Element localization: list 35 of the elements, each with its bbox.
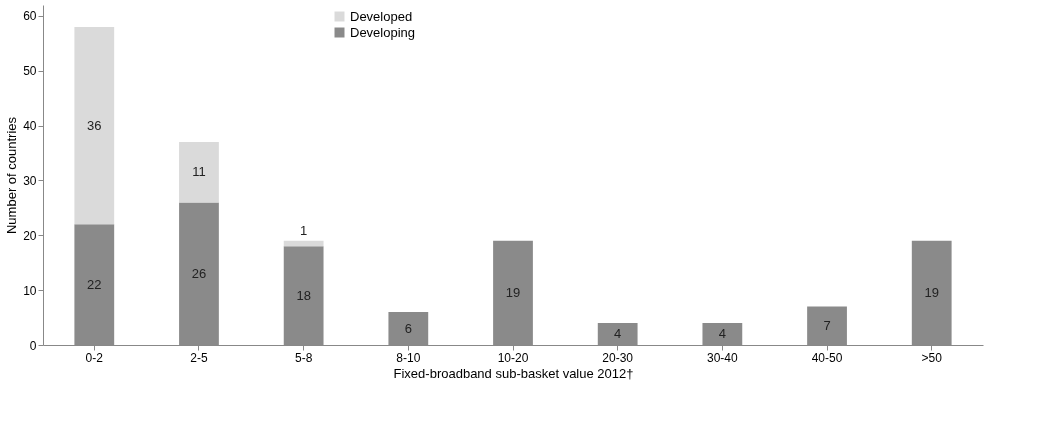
- x-tick-label: 20-30: [602, 350, 634, 365]
- y-tick-label: 50: [23, 64, 37, 79]
- y-tick-label: 20: [23, 228, 37, 243]
- data-label: 7: [823, 317, 831, 333]
- y-tick-label: 40: [23, 119, 37, 134]
- y-tick-label: 60: [23, 9, 37, 24]
- x-tick-label: 0-2: [85, 350, 104, 365]
- data-label: 26: [191, 265, 207, 281]
- x-tick-label: 40-50: [811, 350, 843, 365]
- data-label: 19: [505, 284, 521, 300]
- x-tick-label: 2-5: [190, 350, 208, 365]
- y-tick-label: 30: [23, 173, 37, 188]
- data-label: 36: [87, 117, 102, 133]
- y-tick-label: 10: [23, 283, 37, 298]
- x-tick-label: 5-8: [294, 350, 313, 365]
- x-axis-title: Fixed-broadband sub-basket value 2012†: [393, 365, 634, 381]
- bar: [179, 142, 219, 203]
- data-label: 4: [614, 326, 622, 342]
- x-tick-label: 8-10: [396, 350, 421, 365]
- bar: [74, 26, 115, 225]
- legend-label: Developing: [350, 24, 416, 40]
- data-label: 11: [192, 164, 206, 180]
- y-axis-title: Number of countries: [4, 116, 20, 235]
- legend-label: Developed: [350, 8, 413, 24]
- data-label: 1: [300, 222, 308, 238]
- data-label: 22: [87, 276, 102, 292]
- x-tick-label: 30-40: [707, 350, 739, 365]
- data-label: 4: [718, 326, 726, 342]
- data-label: 19: [924, 284, 939, 300]
- x-tick-label: >50: [921, 350, 943, 365]
- y-tick-label: 0: [29, 338, 37, 353]
- data-label: 18: [296, 287, 311, 303]
- x-tick-label: 10-20: [497, 350, 529, 365]
- bar: [283, 240, 324, 247]
- data-label: 6: [404, 320, 412, 336]
